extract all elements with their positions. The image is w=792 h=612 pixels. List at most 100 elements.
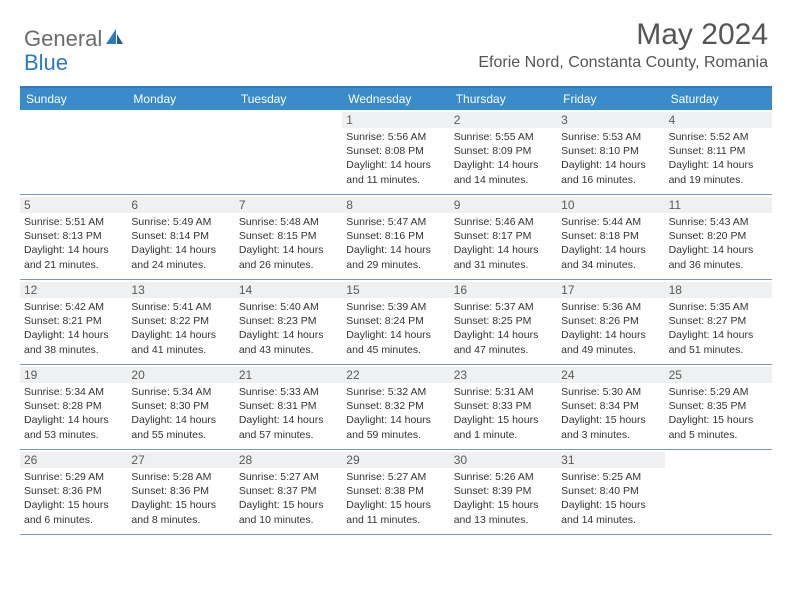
logo-sail-icon (105, 28, 125, 51)
calendar-cell: 28Sunrise: 5:27 AMSunset: 8:37 PMDayligh… (235, 450, 342, 534)
sunset-line: Sunset: 8:34 PM (561, 399, 660, 413)
daylight-line: Daylight: 14 hours and 41 minutes. (131, 328, 230, 356)
day-header: Thursday (450, 88, 557, 110)
sunset-line: Sunset: 8:09 PM (454, 144, 553, 158)
calendar: SundayMondayTuesdayWednesdayThursdayFrid… (20, 86, 772, 535)
day-number: 22 (342, 367, 449, 383)
day-number: 12 (20, 282, 127, 298)
daylight-line: Daylight: 14 hours and 38 minutes. (24, 328, 123, 356)
day-number: 19 (20, 367, 127, 383)
day-header: Wednesday (342, 88, 449, 110)
day-number: 1 (342, 112, 449, 128)
sunset-line: Sunset: 8:21 PM (24, 314, 123, 328)
day-number: 26 (20, 452, 127, 468)
day-number: 13 (127, 282, 234, 298)
sunrise-line: Sunrise: 5:32 AM (346, 385, 445, 399)
calendar-cell: 17Sunrise: 5:36 AMSunset: 8:26 PMDayligh… (557, 280, 664, 364)
sunset-line: Sunset: 8:39 PM (454, 484, 553, 498)
calendar-cell: 9Sunrise: 5:46 AMSunset: 8:17 PMDaylight… (450, 195, 557, 279)
daylight-line: Daylight: 14 hours and 59 minutes. (346, 413, 445, 441)
daylight-line: Daylight: 14 hours and 14 minutes. (454, 158, 553, 186)
sunrise-line: Sunrise: 5:34 AM (131, 385, 230, 399)
calendar-cell: 1 Sunrise: 5:56 AMSunset: 8:08 PMDaylight… (342, 110, 449, 194)
calendar-cell: 4Sunrise: 5:52 AMSunset: 8:11 PMDaylight… (665, 110, 772, 194)
sunrise-line: Sunrise: 5:43 AM (669, 215, 768, 229)
calendar-cell: 19Sunrise: 5:34 AMSunset: 8:28 PMDayligh… (20, 365, 127, 449)
sunset-line: Sunset: 8:32 PM (346, 399, 445, 413)
daylight-line: Daylight: 14 hours and 55 minutes. (131, 413, 230, 441)
calendar-cell: 0 (20, 110, 127, 194)
sunset-line: Sunset: 8:15 PM (239, 229, 338, 243)
sunset-line: Sunset: 8:14 PM (131, 229, 230, 243)
sunset-line: Sunset: 8:40 PM (561, 484, 660, 498)
day-number: 15 (342, 282, 449, 298)
calendar-cell: 20Sunrise: 5:34 AMSunset: 8:30 PMDayligh… (127, 365, 234, 449)
day-number: 29 (342, 452, 449, 468)
day-number: 31 (557, 452, 664, 468)
sunset-line: Sunset: 8:22 PM (131, 314, 230, 328)
daylight-line: Daylight: 15 hours and 10 minutes. (239, 498, 338, 526)
sunset-line: Sunset: 8:28 PM (24, 399, 123, 413)
daylight-line: Daylight: 15 hours and 13 minutes. (454, 498, 553, 526)
day-number: 25 (665, 367, 772, 383)
daylight-line: Daylight: 14 hours and 21 minutes. (24, 243, 123, 271)
sunrise-line: Sunrise: 5:41 AM (131, 300, 230, 314)
daylight-line: Daylight: 15 hours and 3 minutes. (561, 413, 660, 441)
sunset-line: Sunset: 8:08 PM (346, 144, 445, 158)
sunset-line: Sunset: 8:11 PM (669, 144, 768, 158)
daylight-line: Daylight: 14 hours and 49 minutes. (561, 328, 660, 356)
daylight-line: Daylight: 14 hours and 11 minutes. (346, 158, 445, 186)
calendar-cell: 10Sunrise: 5:44 AMSunset: 8:18 PMDayligh… (557, 195, 664, 279)
sunset-line: Sunset: 8:27 PM (669, 314, 768, 328)
sunset-line: Sunset: 8:10 PM (561, 144, 660, 158)
day-number: 7 (235, 197, 342, 213)
sunset-line: Sunset: 8:23 PM (239, 314, 338, 328)
sunrise-line: Sunrise: 5:48 AM (239, 215, 338, 229)
sunset-line: Sunset: 8:30 PM (131, 399, 230, 413)
calendar-cell: 15Sunrise: 5:39 AMSunset: 8:24 PMDayligh… (342, 280, 449, 364)
daylight-line: Daylight: 14 hours and 43 minutes. (239, 328, 338, 356)
daylight-line: Daylight: 14 hours and 45 minutes. (346, 328, 445, 356)
sunrise-line: Sunrise: 5:30 AM (561, 385, 660, 399)
day-number: 28 (235, 452, 342, 468)
sunrise-line: Sunrise: 5:37 AM (454, 300, 553, 314)
sunrise-line: Sunrise: 5:25 AM (561, 470, 660, 484)
calendar-cell: 21Sunrise: 5:33 AMSunset: 8:31 PMDayligh… (235, 365, 342, 449)
sunrise-line: Sunrise: 5:31 AM (454, 385, 553, 399)
sunrise-line: Sunrise: 5:29 AM (669, 385, 768, 399)
daylight-line: Daylight: 15 hours and 6 minutes. (24, 498, 123, 526)
calendar-cell: 11 Sunrise: 5:43 AMSunset: 8:20 PMDayligh… (665, 195, 772, 279)
daylight-line: Daylight: 14 hours and 36 minutes. (669, 243, 768, 271)
day-number: 3 (557, 112, 664, 128)
sunrise-line: Sunrise: 5:33 AM (239, 385, 338, 399)
day-number: 21 (235, 367, 342, 383)
calendar-cell: 6Sunrise: 5:49 AMSunset: 8:14 PMDaylight… (127, 195, 234, 279)
sunset-line: Sunset: 8:18 PM (561, 229, 660, 243)
sunrise-line: Sunrise: 5:49 AM (131, 215, 230, 229)
week-row: 26Sunrise: 5:29 AMSunset: 8:36 PMDayligh… (20, 450, 772, 535)
sunset-line: Sunset: 8:38 PM (346, 484, 445, 498)
day-number: 11 (665, 197, 772, 213)
sunrise-line: Sunrise: 5:36 AM (561, 300, 660, 314)
sunrise-line: Sunrise: 5:56 AM (346, 130, 445, 144)
calendar-cell: 24Sunrise: 5:30 AMSunset: 8:34 PMDayligh… (557, 365, 664, 449)
day-number: 16 (450, 282, 557, 298)
daylight-line: Daylight: 14 hours and 29 minutes. (346, 243, 445, 271)
sunrise-line: Sunrise: 5:39 AM (346, 300, 445, 314)
day-number: 23 (450, 367, 557, 383)
daylight-line: Daylight: 15 hours and 8 minutes. (131, 498, 230, 526)
sunrise-line: Sunrise: 5:46 AM (454, 215, 553, 229)
calendar-cell: 14Sunrise: 5:40 AMSunset: 8:23 PMDayligh… (235, 280, 342, 364)
day-header: Monday (127, 88, 234, 110)
daylight-line: Daylight: 14 hours and 24 minutes. (131, 243, 230, 271)
sunset-line: Sunset: 8:36 PM (131, 484, 230, 498)
sunset-line: Sunset: 8:20 PM (669, 229, 768, 243)
daylight-line: Daylight: 14 hours and 31 minutes. (454, 243, 553, 271)
week-row: 12Sunrise: 5:42 AMSunset: 8:21 PMDayligh… (20, 280, 772, 365)
sunrise-line: Sunrise: 5:52 AM (669, 130, 768, 144)
sunrise-line: Sunrise: 5:44 AM (561, 215, 660, 229)
sunrise-line: Sunrise: 5:55 AM (454, 130, 553, 144)
sunset-line: Sunset: 8:35 PM (669, 399, 768, 413)
sunset-line: Sunset: 8:25 PM (454, 314, 553, 328)
day-number: 4 (665, 112, 772, 128)
